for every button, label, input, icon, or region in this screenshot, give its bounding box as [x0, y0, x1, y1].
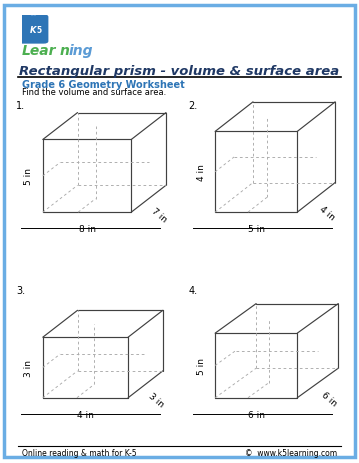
Text: Lear: Lear: [22, 44, 56, 58]
Text: 4 in: 4 in: [197, 164, 206, 181]
Text: n: n: [60, 44, 69, 58]
Text: 3 in: 3 in: [147, 391, 166, 409]
Text: 2.: 2.: [188, 100, 197, 111]
Text: Rectangular prism - volume & surface area: Rectangular prism - volume & surface are…: [19, 65, 340, 78]
Text: 4 in: 4 in: [77, 410, 94, 419]
FancyBboxPatch shape: [17, 15, 48, 44]
Text: Find the volume and surface area.: Find the volume and surface area.: [22, 88, 166, 97]
Text: 6 in: 6 in: [248, 410, 265, 419]
Text: 6 in: 6 in: [320, 390, 338, 407]
Text: 1.: 1.: [16, 100, 25, 111]
Text: 5 in: 5 in: [24, 168, 33, 185]
Text: ing: ing: [69, 44, 93, 58]
Text: K: K: [29, 25, 36, 34]
Text: 3.: 3.: [16, 286, 25, 296]
Text: 7 in: 7 in: [150, 206, 169, 224]
Text: 5 in: 5 in: [248, 225, 265, 234]
Text: Grade 6 Geometry Worksheet: Grade 6 Geometry Worksheet: [22, 80, 184, 90]
Text: 4 in: 4 in: [318, 205, 336, 222]
Text: Online reading & math for K-5: Online reading & math for K-5: [22, 448, 136, 457]
Text: 3 in: 3 in: [24, 359, 33, 376]
Text: 5 in: 5 in: [197, 357, 206, 374]
Text: 5: 5: [36, 25, 42, 34]
Text: 8 in: 8 in: [79, 225, 95, 234]
Text: ©  www.k5learning.com: © www.k5learning.com: [245, 448, 337, 457]
Text: 4.: 4.: [188, 286, 197, 296]
